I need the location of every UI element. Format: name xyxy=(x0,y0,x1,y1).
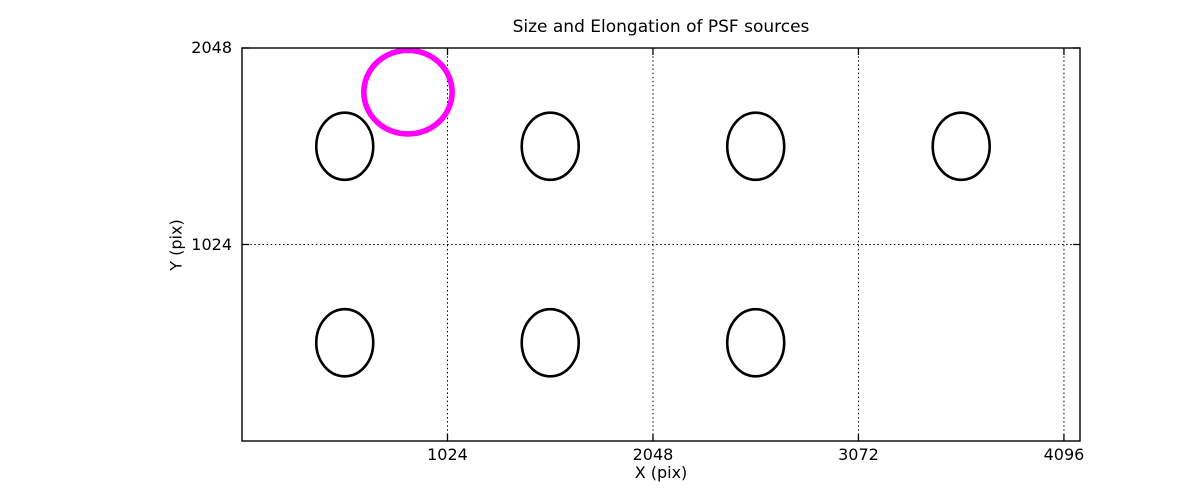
psf-ellipse xyxy=(520,307,581,378)
psf-ellipse xyxy=(520,111,581,182)
psf-ellipse xyxy=(725,307,786,378)
psf-ellipse xyxy=(725,111,786,182)
psf-ellipse xyxy=(314,307,375,378)
x-tick-label-2048: 2048 xyxy=(632,445,674,464)
y-tick-label-2048: 2048 xyxy=(191,38,232,57)
psf-ellipse xyxy=(931,111,991,182)
x-tick-label-1024: 1024 xyxy=(427,445,468,464)
reference-circle xyxy=(361,47,455,137)
y-tick-label-1024: 1024 xyxy=(191,234,232,254)
x-tick-label-4096: 4096 xyxy=(1043,445,1085,464)
x-axis-label: X (pix) xyxy=(634,463,688,482)
chart-title: Size and Elongation of PSF sources xyxy=(512,17,810,37)
psf-ellipse xyxy=(314,111,375,182)
x-tick-label-3072: 3072 xyxy=(838,445,879,464)
